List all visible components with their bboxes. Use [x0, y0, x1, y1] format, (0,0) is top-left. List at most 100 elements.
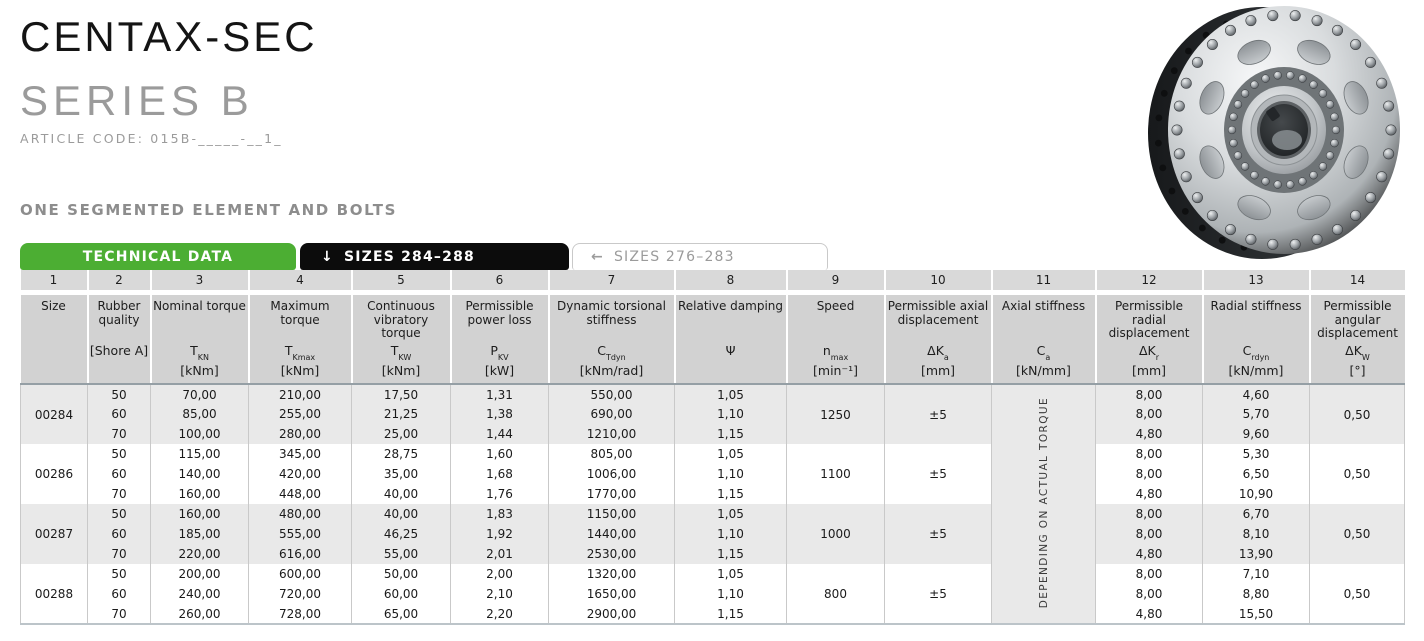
- page-subtitle: SERIES B: [20, 77, 254, 124]
- torsional-stiffness-cell: 550,00: [548, 384, 675, 404]
- hub-bolt: [1298, 177, 1307, 186]
- disc-slot-hole: [1199, 145, 1225, 179]
- vibratory-torque-cell: 50,00: [351, 564, 451, 584]
- relative-damping-cell: 1,10: [674, 404, 787, 424]
- tab-sizes-284-288[interactable]: ↓ SIZES 284–288: [300, 243, 569, 270]
- axial-stiffness-vertical-note: DEPENDING ON ACTUAL TORQUE: [1037, 396, 1050, 609]
- outer-bolt: [1332, 224, 1344, 236]
- maximum-torque-cell: 555,00: [248, 524, 352, 544]
- data-row-00286-shore-70: 70 160,00 448,00 40,00 1,76 1770,00 1,15 4,80 10…: [20, 484, 1405, 504]
- torsional-stiffness-cell: 2900,00: [548, 604, 675, 625]
- vibratory-torque-cell: 46,25: [351, 524, 451, 544]
- relative-damping-cell: 1,15: [674, 484, 787, 504]
- hub-bolt: [1309, 171, 1318, 180]
- power-loss-cell: 1,44: [450, 424, 549, 444]
- shore-hardness-cell: 70: [87, 424, 151, 444]
- data-row-00284-shore-70: 70 100,00 280,00 25,00 1,44 1210,00 1,15 4,80 9,…: [20, 424, 1405, 444]
- outer-bolt: [1267, 238, 1279, 250]
- column-number-12: 12: [1095, 270, 1204, 295]
- tab-sizes-284-288-label: SIZES 284–288: [343, 248, 475, 265]
- maximum-torque-cell: 210,00: [248, 384, 352, 404]
- nominal-torque-cell: 220,00: [150, 544, 249, 564]
- vibratory-torque-cell: 55,00: [351, 544, 451, 564]
- outer-bolt-ring: [1171, 10, 1397, 250]
- power-loss-cell: 1,92: [450, 524, 549, 544]
- shore-hardness-cell: 60: [87, 584, 151, 604]
- nominal-torque-cell: 240,00: [150, 584, 249, 604]
- down-arrow-icon: ↓: [321, 248, 334, 265]
- column-number-4: 4: [248, 270, 353, 295]
- column-number-1: 1: [20, 270, 89, 295]
- torsional-stiffness-cell: 2530,00: [548, 544, 675, 564]
- power-loss-cell: 2,20: [450, 604, 549, 625]
- shore-hardness-cell: 60: [87, 524, 151, 544]
- hub-bolt-ring: [1227, 71, 1341, 189]
- radial-stiffness-cell: 9,60: [1202, 424, 1310, 444]
- maximum-torque-cell: 480,00: [248, 504, 352, 524]
- column-number-7: 7: [548, 270, 676, 295]
- speed-cell: 1250: [786, 384, 885, 444]
- left-arrow-icon: ←: [591, 249, 604, 265]
- disc-slot-hole: [1237, 195, 1271, 221]
- relative-damping-cell: 1,10: [674, 524, 787, 544]
- technical-data-table: 1 2 3 4 5 6 7 8 9 10 11 12 13 14 Size Rubber quality [Sh…: [20, 270, 1405, 625]
- nominal-torque-cell: 115,00: [150, 444, 249, 464]
- hub-bolt: [1227, 125, 1237, 135]
- column-number-13: 13: [1202, 270, 1311, 295]
- hub-bolt: [1250, 80, 1259, 89]
- radial-displacement-cell: 8,00: [1095, 384, 1203, 404]
- disc-slot-hole: [1297, 195, 1331, 221]
- outer-bolt: [1311, 15, 1323, 27]
- vibratory-torque-cell: 40,00: [351, 504, 451, 524]
- radial-stiffness-cell: 6,50: [1202, 464, 1310, 484]
- nominal-torque-cell: 70,00: [150, 384, 249, 404]
- document-header: CENTAX-SEC SERIES B ARTICLE CODE: 015B-_…: [20, 16, 318, 147]
- shore-hardness-cell: 50: [87, 564, 151, 584]
- size-cell: 00284: [20, 384, 88, 444]
- column-number-11: 11: [991, 270, 1097, 295]
- maximum-torque-cell: 616,00: [248, 544, 352, 564]
- coupling-illustration: [1148, 6, 1400, 259]
- outer-bolt: [1171, 124, 1183, 136]
- shore-hardness-cell: 70: [87, 484, 151, 504]
- tab-sizes-276-283[interactable]: ← SIZES 276–283: [572, 243, 828, 270]
- tab-sizes-276-283-label: SIZES 276–283: [613, 249, 735, 265]
- back-flange-hole: [1159, 164, 1167, 172]
- shore-hardness-cell: 50: [87, 444, 151, 464]
- radial-stiffness-cell: 8,10: [1202, 524, 1310, 544]
- outer-bolt: [1173, 100, 1185, 112]
- outer-bolt: [1206, 39, 1218, 51]
- angular-displacement-cell: 0,50: [1309, 384, 1405, 444]
- torsional-stiffness-cell: 1320,00: [548, 564, 675, 584]
- power-loss-cell: 2,00: [450, 564, 549, 584]
- data-row-00288-shore-70: 70 260,00 728,00 65,00 2,20 2900,00 1,15 4,80 15…: [20, 604, 1405, 625]
- column-number-10: 10: [884, 270, 993, 295]
- relative-damping-cell: 1,05: [674, 504, 787, 524]
- hub-bolt: [1286, 71, 1295, 80]
- outer-bolt: [1173, 148, 1185, 160]
- hub-bolt: [1330, 139, 1339, 148]
- hub-bolt: [1325, 151, 1335, 160]
- tab-technical-data[interactable]: TECHNICAL DATA: [20, 243, 296, 270]
- column-header-4: Maximum torque TKmax [kNm]: [248, 292, 353, 385]
- radial-displacement-cell: 8,00: [1095, 444, 1203, 464]
- outer-bolt: [1350, 39, 1362, 51]
- hub-bolt: [1325, 100, 1335, 109]
- maximum-torque-cell: 255,00: [248, 404, 352, 424]
- power-loss-cell: 2,10: [450, 584, 549, 604]
- maximum-torque-cell: 420,00: [248, 464, 352, 484]
- disc-slot-holes: [1199, 39, 1369, 221]
- outer-bolt: [1350, 209, 1362, 221]
- tab-bar: TECHNICAL DATA ↓ SIZES 284–288 ← SIZES 2…: [20, 243, 1404, 270]
- size-cell: 00286: [20, 444, 88, 504]
- speed-cell: 800: [786, 564, 885, 624]
- torsional-stiffness-cell: 1440,00: [548, 524, 675, 544]
- hub-bolt: [1261, 177, 1270, 186]
- radial-stiffness-cell: 5,30: [1202, 444, 1310, 464]
- hub-bolt: [1318, 162, 1328, 171]
- vibratory-torque-cell: 28,75: [351, 444, 451, 464]
- relative-damping-cell: 1,05: [674, 564, 787, 584]
- radial-stiffness-cell: 5,70: [1202, 404, 1310, 424]
- vibratory-torque-cell: 25,00: [351, 424, 451, 444]
- outer-bolt: [1289, 238, 1301, 250]
